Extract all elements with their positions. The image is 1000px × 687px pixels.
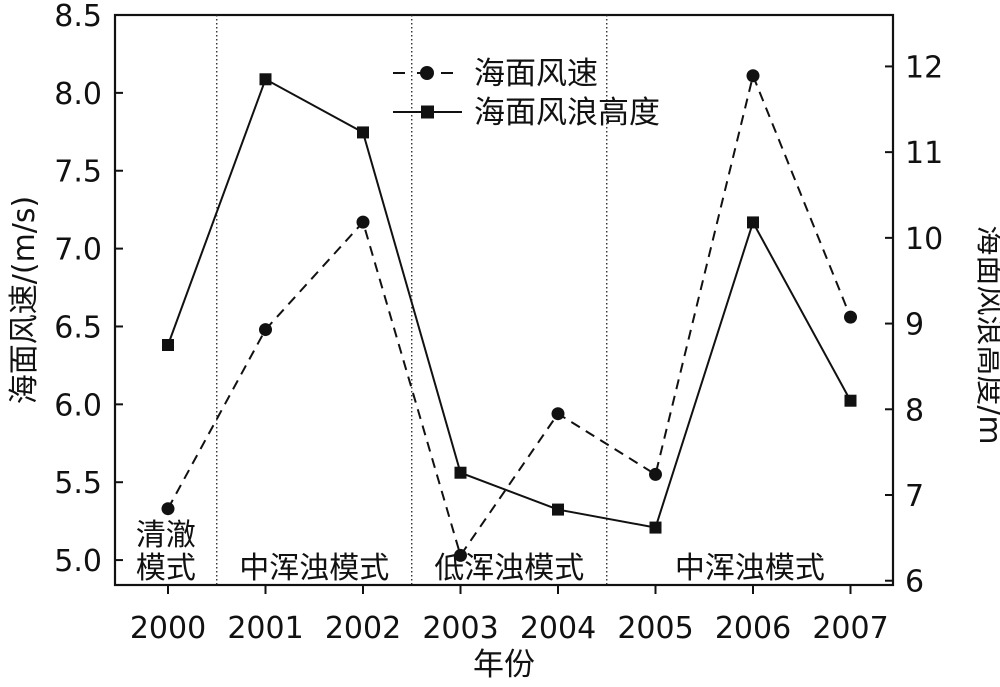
left-tick-label-1: 5.5 (54, 466, 102, 501)
plot-frame (113, 13, 895, 587)
left-tick-label-7: 8.5 (54, 0, 102, 34)
y-axis-title-left: 海面风速/(m/s) (7, 196, 42, 404)
x-tick-label-2: 2002 (325, 611, 401, 646)
left-tick-label-4: 7.0 (54, 233, 102, 268)
y-axis-title-right: 海面风浪高度/m (972, 225, 1000, 444)
right-tick-label-4: 10 (905, 222, 943, 257)
series-0-point-3 (454, 548, 467, 562)
region-label-0-line-1: 模式 (136, 551, 196, 586)
series-0-point-4 (551, 407, 565, 421)
right-tick-label-5: 11 (905, 136, 943, 171)
region-label-3: 中浑浊模式 (675, 551, 825, 586)
series-layer (161, 69, 857, 562)
region-label-1: 中浑浊模式 (239, 551, 389, 586)
right-tick-label-1: 7 (905, 479, 924, 514)
left-tick-label-0: 5.0 (54, 544, 102, 579)
right-axis-ticks: 6 7 8 9 10 11 12 (885, 50, 943, 600)
x-tick-label-3: 2003 (422, 611, 498, 646)
series-1-point-1 (259, 73, 272, 86)
legend-marker-1 (421, 105, 434, 119)
left-tick-label-6: 8.0 (54, 77, 102, 112)
legend-label-1: 海面风浪高度 (474, 95, 660, 131)
series-1-point-0 (162, 339, 174, 351)
series-0-point-2 (356, 215, 370, 229)
series-1-point-7 (844, 394, 857, 407)
left-axis-ticks: 5.0 5.5 6.0 6.5 7.0 7.5 8.0 8.5 (54, 0, 123, 579)
legend-marker-0 (420, 66, 434, 80)
right-tick-label-0: 6 (905, 565, 924, 600)
left-tick-label-2: 6.0 (54, 388, 102, 423)
x-tick-label-4: 2004 (520, 611, 596, 646)
series-0-point-6 (746, 69, 760, 83)
x-tick-label-5: 2005 (617, 611, 693, 646)
x-tick-label-6: 2006 (715, 611, 791, 646)
series-line-1 (167, 77, 852, 529)
series-1-point-3 (454, 466, 467, 479)
series-0-point-5 (649, 467, 662, 481)
x-axis-ticks: 2000 2001 2002 2003 2004 2005 2006 2007 (130, 585, 889, 646)
series-1-point-4 (552, 503, 564, 516)
series-1-point-6 (747, 216, 759, 229)
x-tick-label-0: 2000 (130, 611, 206, 646)
x-tick-label-7: 2007 (812, 611, 888, 646)
series-0-point-1 (259, 323, 272, 337)
right-tick-label-2: 8 (905, 393, 924, 428)
legend-label-0: 海面风速 (474, 56, 598, 92)
series-1-point-5 (649, 521, 662, 534)
x-tick-label-1: 2001 (227, 611, 303, 646)
region-label-0-line-0: 清澈 (136, 518, 196, 553)
right-tick-label-3: 9 (905, 308, 924, 343)
series-line-0 (167, 72, 852, 558)
series-0-point-7 (844, 310, 857, 324)
left-tick-label-3: 6.5 (54, 310, 102, 345)
series-1-point-2 (357, 126, 369, 139)
x-axis-title: 年份 (473, 647, 535, 683)
right-tick-label-6: 12 (905, 50, 943, 85)
left-tick-label-5: 7.5 (54, 155, 102, 190)
series-0-point-0 (161, 502, 175, 516)
